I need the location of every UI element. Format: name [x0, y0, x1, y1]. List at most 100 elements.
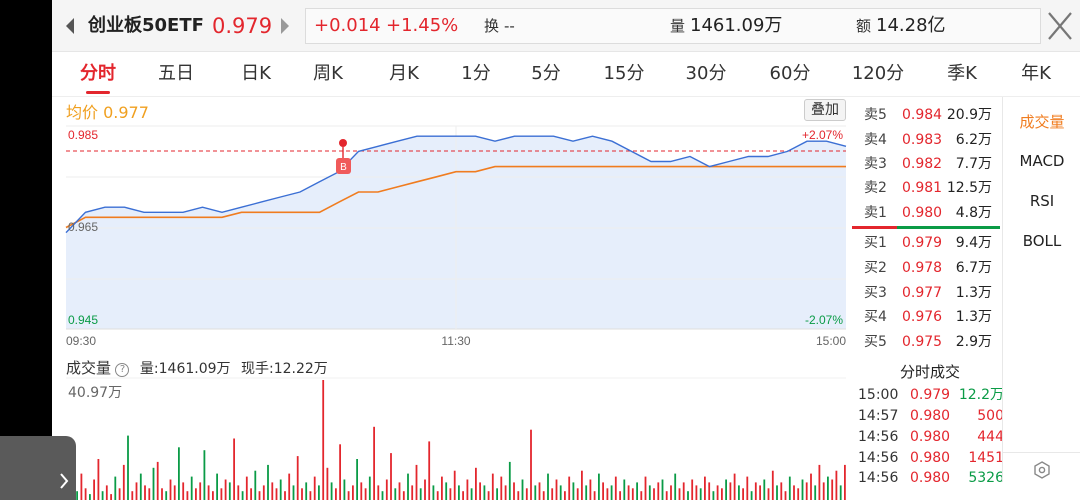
volume-bar — [152, 467, 155, 500]
volume-bar — [407, 473, 409, 500]
volume-header: 成交量 ? 量:1461.09万 现手:12.22万 — [66, 357, 328, 378]
volume-bar — [678, 488, 681, 500]
tab-five-day[interactable]: 五日 — [158, 63, 194, 84]
volume-chart[interactable] — [52, 0, 852, 500]
order-book-row[interactable]: 买1 0.979 9.4万 — [860, 231, 998, 255]
order-level-label: 买3 — [864, 285, 887, 301]
tab-weekly-k[interactable]: 周K — [313, 63, 343, 84]
volume-bar — [483, 485, 486, 500]
trade-price: 0.980 — [910, 470, 951, 486]
volume-bar — [411, 485, 414, 500]
avg-label-text: 均价 — [66, 103, 99, 122]
order-book-row[interactable]: 卖2 0.981 12.5万 — [860, 176, 998, 200]
indicator-volume[interactable]: 成交量 — [1019, 113, 1065, 131]
order-book-row[interactable]: 买4 0.976 1.3万 — [860, 305, 998, 329]
indicator-rsi[interactable]: RSI — [1029, 192, 1055, 210]
buy-marker-dot — [339, 139, 347, 147]
volume-total: 量:1461.09万 — [139, 361, 231, 377]
volume-bars — [72, 380, 846, 500]
volume-bar — [127, 435, 129, 500]
tab-1min[interactable]: 1分 — [461, 63, 491, 84]
volume-bar — [763, 479, 766, 500]
order-book-row[interactable]: 买2 0.978 6.7万 — [860, 256, 998, 280]
volume-bar — [89, 494, 91, 500]
volume-bar — [161, 488, 163, 500]
order-level-label: 买1 — [864, 235, 887, 251]
order-book-row[interactable]: 卖3 0.982 7.7万 — [860, 152, 998, 176]
tab-quarterly-k[interactable]: 季K — [947, 63, 977, 84]
tab-monthly-k[interactable]: 月K — [389, 63, 419, 84]
intraday-price-chart[interactable]: B 0.985 0.965 0.945 +2.07% -2.07% 09:30 … — [52, 0, 852, 500]
volume-bar — [424, 479, 426, 500]
chevron-right-icon[interactable] — [0, 436, 76, 500]
volume-bar — [725, 479, 727, 500]
trade-volume: 12.2万 — [958, 387, 1004, 403]
volume-bar — [712, 491, 715, 500]
volume-bar — [165, 491, 168, 500]
volume-bar — [716, 485, 719, 500]
volume-bar — [695, 485, 698, 500]
quote-summary-box: +0.014 +1.45% 换 -- 量 1461.09万 额 14.28亿 — [305, 8, 1041, 44]
volume-bar — [402, 491, 405, 500]
volume-bar — [559, 485, 562, 500]
volume-bar — [572, 482, 575, 500]
question-circle-icon[interactable]: ? — [115, 363, 130, 377]
tab-5min[interactable]: 5分 — [531, 63, 561, 84]
volume-bar — [810, 473, 812, 500]
volume-bar — [279, 479, 282, 500]
indicator-boll[interactable]: BOLL — [1022, 232, 1062, 250]
trade-time: 14:56 — [858, 470, 899, 486]
tab-15min[interactable]: 15分 — [603, 63, 645, 84]
active-tab-indicator — [86, 91, 110, 94]
buy-marker[interactable]: B — [336, 139, 351, 174]
volume-bar — [750, 491, 753, 500]
tab-120min[interactable]: 120分 — [851, 63, 905, 84]
tab-intraday[interactable]: 分时 — [80, 63, 116, 84]
overlay-button[interactable]: 叠加 — [804, 99, 846, 121]
volume-bar — [271, 482, 274, 500]
tab-30min[interactable]: 30分 — [685, 63, 727, 84]
order-book-row[interactable]: 买3 0.977 1.3万 — [860, 281, 998, 305]
app-window: 创业板50ETF 0.979 +0.014 +1.45% 换 -- 量 1461… — [52, 0, 1080, 500]
volume-bar — [665, 491, 668, 500]
order-volume: 6.7万 — [955, 260, 992, 276]
triangle-right-icon[interactable] — [278, 0, 294, 52]
volume-bar — [640, 491, 643, 500]
volume-bar — [661, 479, 664, 500]
indicator-macd[interactable]: MACD — [1019, 152, 1065, 170]
volume-bar — [415, 464, 418, 500]
settings-hex-icon[interactable] — [1003, 452, 1080, 488]
order-book-row[interactable]: 买5 0.975 2.9万 — [860, 330, 998, 354]
volume-bar — [339, 444, 341, 500]
triangle-left-icon[interactable] — [62, 0, 80, 52]
order-level-label: 买4 — [864, 309, 887, 325]
order-book-row[interactable]: 卖5 0.984 20.9万 — [860, 103, 998, 127]
volume-bar — [245, 476, 248, 500]
order-book-row[interactable]: 卖1 0.980 4.8万 — [860, 201, 998, 225]
volume-bar — [721, 488, 723, 500]
volume-bar — [114, 476, 117, 500]
order-book-row[interactable]: 卖4 0.983 6.2万 — [860, 128, 998, 152]
volume-bar — [602, 482, 604, 500]
trade-volume: 5326 — [968, 470, 1004, 486]
order-level-label: 买5 — [864, 334, 887, 350]
volume-bar — [738, 485, 740, 500]
volume-bar — [178, 447, 180, 500]
volume-bar — [148, 488, 151, 500]
volume-bar — [390, 453, 392, 500]
volume-bar — [309, 491, 312, 500]
volume-bar — [614, 476, 617, 500]
trade-price: 0.980 — [910, 429, 951, 445]
close-icon[interactable] — [1046, 0, 1076, 52]
volume-label: 量 — [670, 17, 686, 35]
volume-bar — [93, 479, 95, 500]
tab-60min[interactable]: 60分 — [769, 63, 811, 84]
volume-bar — [381, 491, 384, 500]
volume-bar — [335, 488, 337, 500]
tab-yearly-k[interactable]: 年K — [1021, 63, 1051, 84]
buy-marker-label: B — [340, 162, 347, 173]
volume-bar — [398, 482, 401, 500]
volume-bar — [746, 476, 749, 500]
tab-daily-k[interactable]: 日K — [241, 63, 271, 84]
trade-price: 0.980 — [910, 408, 951, 424]
